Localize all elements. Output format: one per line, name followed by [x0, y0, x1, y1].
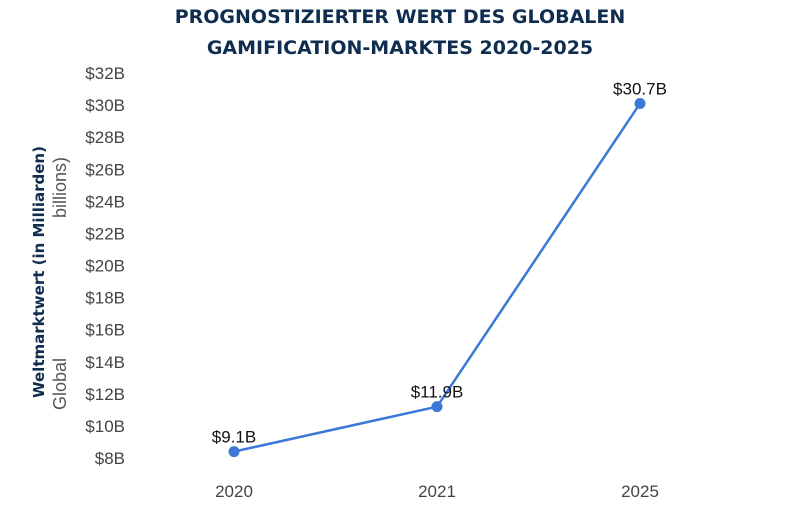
x-tick-label: 2021: [418, 482, 456, 501]
y-tick-label: $24B: [85, 192, 125, 211]
y-tick-label: $32B: [85, 64, 125, 83]
y-tick-label: $16B: [85, 321, 125, 340]
x-tick-label: 2025: [621, 482, 659, 501]
y-tick-label: $26B: [85, 160, 125, 179]
y-tick-label: $14B: [85, 353, 125, 372]
y-tick-label: $20B: [85, 257, 125, 276]
data-point: [634, 97, 646, 109]
chart-title-line-1: PROGNOSTIZIERTER WERT DES GLOBALEN: [174, 6, 626, 28]
data-label: $30.7B: [613, 79, 667, 98]
y-tick-label: $22B: [85, 224, 125, 243]
data-point: [228, 446, 240, 458]
chart-title-line-2: GAMIFICATION-MARKTES 2020-2025: [206, 37, 594, 59]
y-tick-label: $12B: [85, 385, 125, 404]
data-point: [431, 401, 443, 413]
y-tick-label: $30B: [85, 96, 125, 115]
x-tick-label: 2020: [215, 482, 253, 501]
data-label: $9.1B: [212, 428, 256, 447]
y-tick-label: $28B: [85, 128, 125, 147]
y-tick-label: $8B: [95, 449, 125, 468]
data-label: $11.9B: [411, 383, 464, 402]
y-tick-label: $18B: [85, 289, 125, 308]
y-tick-label: $10B: [85, 417, 125, 436]
